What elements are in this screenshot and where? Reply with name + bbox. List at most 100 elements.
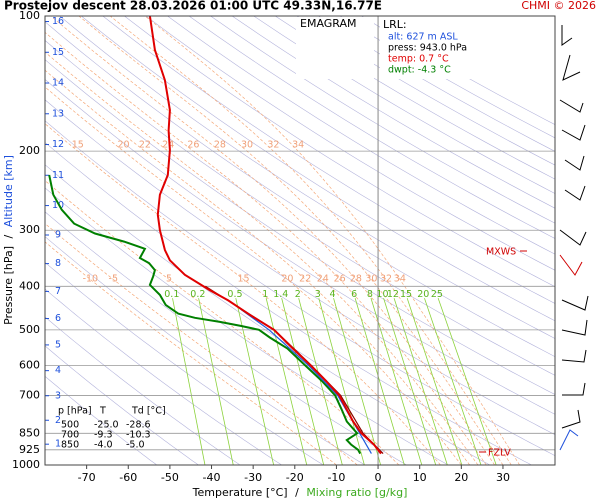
x-label: Temperature [°C] [192, 486, 288, 499]
mixing-ratio-label: 8 [367, 289, 373, 300]
y-tick-label: 300 [19, 223, 40, 236]
table-cell: -28.6 [126, 420, 151, 431]
altitude-tick-label: 4 [55, 365, 61, 376]
mixing-ratio-line [318, 298, 365, 465]
background-lines [45, 16, 555, 465]
y-tick-label: 850 [19, 426, 40, 439]
mixing-ratio-label: 2 [295, 289, 301, 300]
table-cell: 500 [61, 420, 79, 431]
altitude-tick-label: 9 [55, 229, 61, 240]
moist-adiabat-label: 26 [187, 140, 199, 151]
profile-line [48, 174, 362, 455]
lrl-alt: alt: 627 m ASL [388, 32, 458, 43]
moist-adiabat [45, 31, 487, 465]
x-tick-label: -10 [327, 471, 345, 484]
mixing-ratio-line [437, 298, 497, 465]
mixing-ratio-line [298, 298, 343, 465]
wind-barb [559, 99, 584, 113]
separator: / [2, 234, 15, 238]
x-tick-label: 10 [413, 471, 427, 484]
y-tick-label: 600 [19, 358, 40, 371]
x-tick-label: 0 [375, 471, 382, 484]
altitude-tick-label: 14 [52, 78, 64, 89]
moist-adiabat-label: 22 [139, 140, 151, 151]
lrl-dwpt: dwpt: -4.3 °C [388, 65, 451, 76]
table-cell: -10.3 [126, 430, 151, 441]
dry-adiabat [102, 16, 555, 304]
y-tick-label: 400 [19, 279, 40, 292]
y-label: Pressure [hPa] [2, 246, 15, 325]
profile-line [148, 16, 382, 455]
altitude-tick-label: 5 [55, 339, 61, 350]
mixing-ratio-label: 4 [330, 289, 336, 300]
moist-adiabat-label: 28 [350, 273, 362, 284]
x-axis-label: Temperature [°C] / Mixing ratio [g/kg] [192, 486, 408, 499]
dry-adiabat [167, 16, 555, 255]
moist-adiabat-label: -5 [109, 273, 118, 284]
mixing-ratio-line [281, 298, 325, 465]
altitude-tick-label: 6 [55, 313, 61, 324]
moist-adiabat-label: 15 [72, 140, 84, 151]
credit: CHMI © 2026 [521, 0, 596, 12]
dry-adiabat [231, 16, 555, 209]
mixing-ratio-line [406, 298, 463, 465]
wind-barb [561, 319, 588, 336]
wind-barb [561, 25, 573, 46]
moist-adiabat-label: 20 [281, 273, 293, 284]
moist-adiabat [50, 16, 495, 465]
mixing-ratio-line [393, 298, 448, 465]
altitude-tick-label: 15 [52, 47, 64, 58]
lrl-box [380, 17, 484, 79]
moist-adiabat-label: 30 [365, 273, 377, 284]
dry-adiabat [45, 40, 555, 376]
profile-line [240, 308, 372, 454]
dry-adiabat [188, 16, 555, 239]
wind-barb [561, 409, 581, 429]
wind-barb [561, 295, 589, 311]
chart-title: Prostejov descent 28.03.2026 01:00 UTC 4… [4, 0, 382, 13]
wind-barb [562, 382, 586, 396]
wind-barbs [559, 25, 589, 451]
moist-adiabat-label: 32 [380, 273, 392, 284]
lrl-temp: temp: 0.7 °C [388, 54, 449, 65]
moist-adiabat-label: 24 [317, 273, 329, 284]
mxws-label: MXWS [486, 247, 516, 258]
mixing-ratio-label: 6 [351, 289, 357, 300]
x-tick-label: -30 [244, 471, 262, 484]
moist-adiabat-label: 30 [241, 140, 253, 151]
legend-title: EMAGRAM [300, 17, 357, 30]
dry-adiabat [145, 16, 555, 271]
moist-adiabat [45, 51, 479, 465]
mixing-ratio-label: 15 [400, 289, 412, 300]
x-tick-label: -50 [161, 471, 179, 484]
fzlv-label: FZLV [488, 448, 511, 459]
x-tick-label: -20 [286, 471, 304, 484]
mixing-ratio-label: 25 [431, 289, 443, 300]
y-tick-label: 100 [19, 9, 40, 22]
table-cell: 850 [61, 440, 79, 451]
table-cell: -5.0 [126, 440, 145, 451]
altitude-tick-label: 2 [55, 415, 61, 426]
altitude-tick-label: 7 [55, 286, 61, 297]
wind-barb [559, 429, 579, 451]
table-cell: -25.0 [94, 420, 119, 431]
mixing-ratio-label: 1 [262, 289, 268, 300]
lrl-press: press: 943.0 hPa [388, 43, 467, 54]
moist-adiabat-label: 24 [162, 140, 174, 151]
wind-barb [559, 254, 583, 276]
altitude-tick-label: 12 [52, 139, 64, 150]
lrl-title: LRL: [383, 18, 407, 31]
mixing-ratio-label: 3 [315, 289, 321, 300]
altitude-tick-label: 16 [52, 16, 64, 27]
mixing-ratio-line [265, 298, 308, 465]
wind-barb [561, 349, 587, 363]
table-header: p [hPa] [58, 406, 92, 417]
mixing-ratio-label: 0.5 [227, 289, 242, 300]
dry-adiabat [45, 59, 555, 395]
table-cell: -4.0 [94, 440, 113, 451]
mixing-ratio-label: 0.2 [190, 289, 205, 300]
wind-barb [559, 229, 587, 246]
moist-adiabat-label: 28 [214, 140, 226, 151]
mixing-ratio-label: 20 [417, 289, 429, 300]
